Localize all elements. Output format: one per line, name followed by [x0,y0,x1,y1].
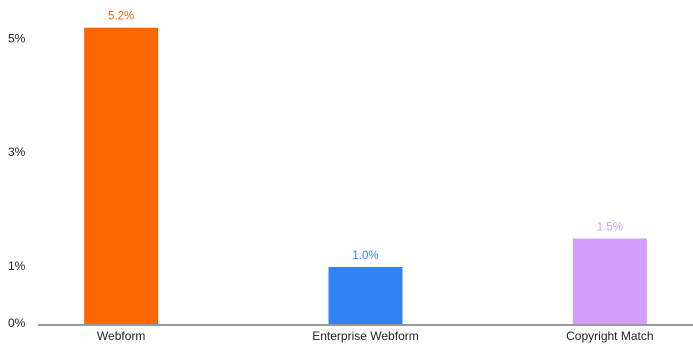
y-tick-label: 5% [8,31,26,45]
x-tick-label: Webform [97,329,145,343]
x-tick-label: Enterprise Webform [312,329,418,343]
bar [328,267,403,324]
value-label: 5.2% [108,11,134,23]
y-tick-label: 3% [8,145,26,159]
y-tick-label: 0% [8,316,26,330]
y-tick-label: 1% [8,259,26,273]
bar [84,27,159,324]
bar [572,238,647,324]
value-label: 1.0% [352,250,378,262]
value-label: 1.5% [597,222,623,234]
x-tick-label: Copyright Match [566,329,653,343]
